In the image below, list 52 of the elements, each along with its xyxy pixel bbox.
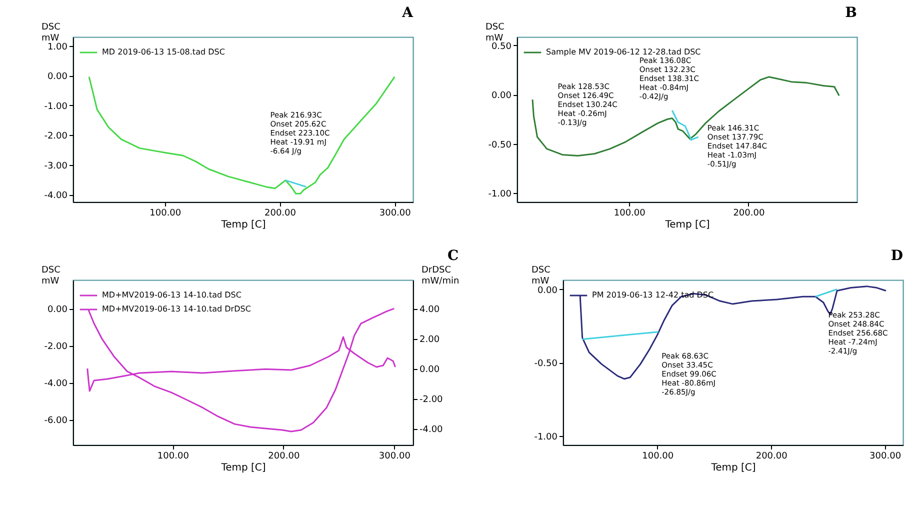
y-tick-label: 0.00 (47, 305, 68, 316)
y-tick-label: 0.00 (47, 72, 68, 82)
x-axis-title: Temp [C] (220, 220, 266, 230)
x-tick-label: 200.00 (733, 208, 765, 218)
y2-tick-label: 0.00 (420, 365, 440, 375)
y-axis-title: DSC mW (486, 22, 504, 44)
y-axis-title: DSC mW (42, 22, 60, 44)
y-tick-label: -1.00 (44, 102, 68, 112)
x-tick-label: 100.00 (642, 452, 674, 462)
x-tick-label: 300.00 (379, 208, 412, 218)
chart-title: A (401, 5, 414, 21)
y2-tick-label: 2.00 (420, 335, 440, 345)
y-tick-label: 0.50 (491, 42, 512, 52)
y-tick-label: -4.00 (44, 379, 68, 390)
y-tick-label: -2.00 (44, 342, 68, 352)
y-tick-label: -6.00 (44, 416, 68, 426)
y2-axis-title: DrDSC mW/min (422, 266, 460, 286)
chart-title: D (890, 248, 903, 264)
text: C (448, 248, 459, 264)
y2-tick-label: -4.00 (420, 425, 444, 435)
y-tick-label: 1.00 (47, 42, 68, 52)
y-axis-title: DSC mW (42, 266, 60, 286)
y-tick-label: -0.50 (488, 140, 512, 150)
x-tick-label: 100.00 (157, 452, 190, 462)
chart-title: B (845, 5, 858, 21)
y-tick-label: -1.00 (488, 190, 512, 200)
y2-tick-label: 4.00 (420, 305, 440, 315)
x-tick-label: 100.00 (614, 208, 646, 218)
y-axis-title: DSC mW (532, 266, 550, 286)
x-tick-label: 300.00 (378, 452, 411, 462)
y2-tick-label: -2.00 (420, 395, 444, 405)
x-tick-label: 100.00 (150, 208, 182, 218)
legend-label: MD+MV2019-06-13 14-10.tad DrDSC (102, 304, 252, 314)
legend-label: MD+MV2019-06-13 14-10.tad DSC (102, 290, 242, 300)
x-tick-label: 200.00 (264, 208, 296, 218)
y-tick-label: -2.00 (44, 132, 68, 142)
x-tick-label: 200.00 (268, 452, 300, 462)
x-axis-title: Temp [C] (220, 462, 266, 474)
x-axis-title: Temp [C] (710, 462, 756, 474)
y-tick-label: 0.00 (537, 286, 558, 296)
y-tick-label: -1.00 (534, 432, 558, 443)
legend-label: Sample MV 2019-06-12 12-28.tad DSC (546, 48, 702, 56)
y-tick-label: -0.50 (534, 359, 558, 370)
line-series (88, 76, 396, 194)
x-tick-label: 300.00 (870, 452, 902, 462)
y-tick-label: -3.00 (44, 161, 68, 172)
line-series (671, 110, 700, 141)
x-axis-title: Temp [C] (664, 220, 710, 230)
y-tick-label: 0.00 (491, 91, 512, 102)
y-tick-label: -4.00 (44, 191, 68, 202)
legend-label: MD 2019-06-13 15-08.tad DSC (102, 48, 226, 56)
x-tick-label: 200.00 (756, 452, 788, 462)
